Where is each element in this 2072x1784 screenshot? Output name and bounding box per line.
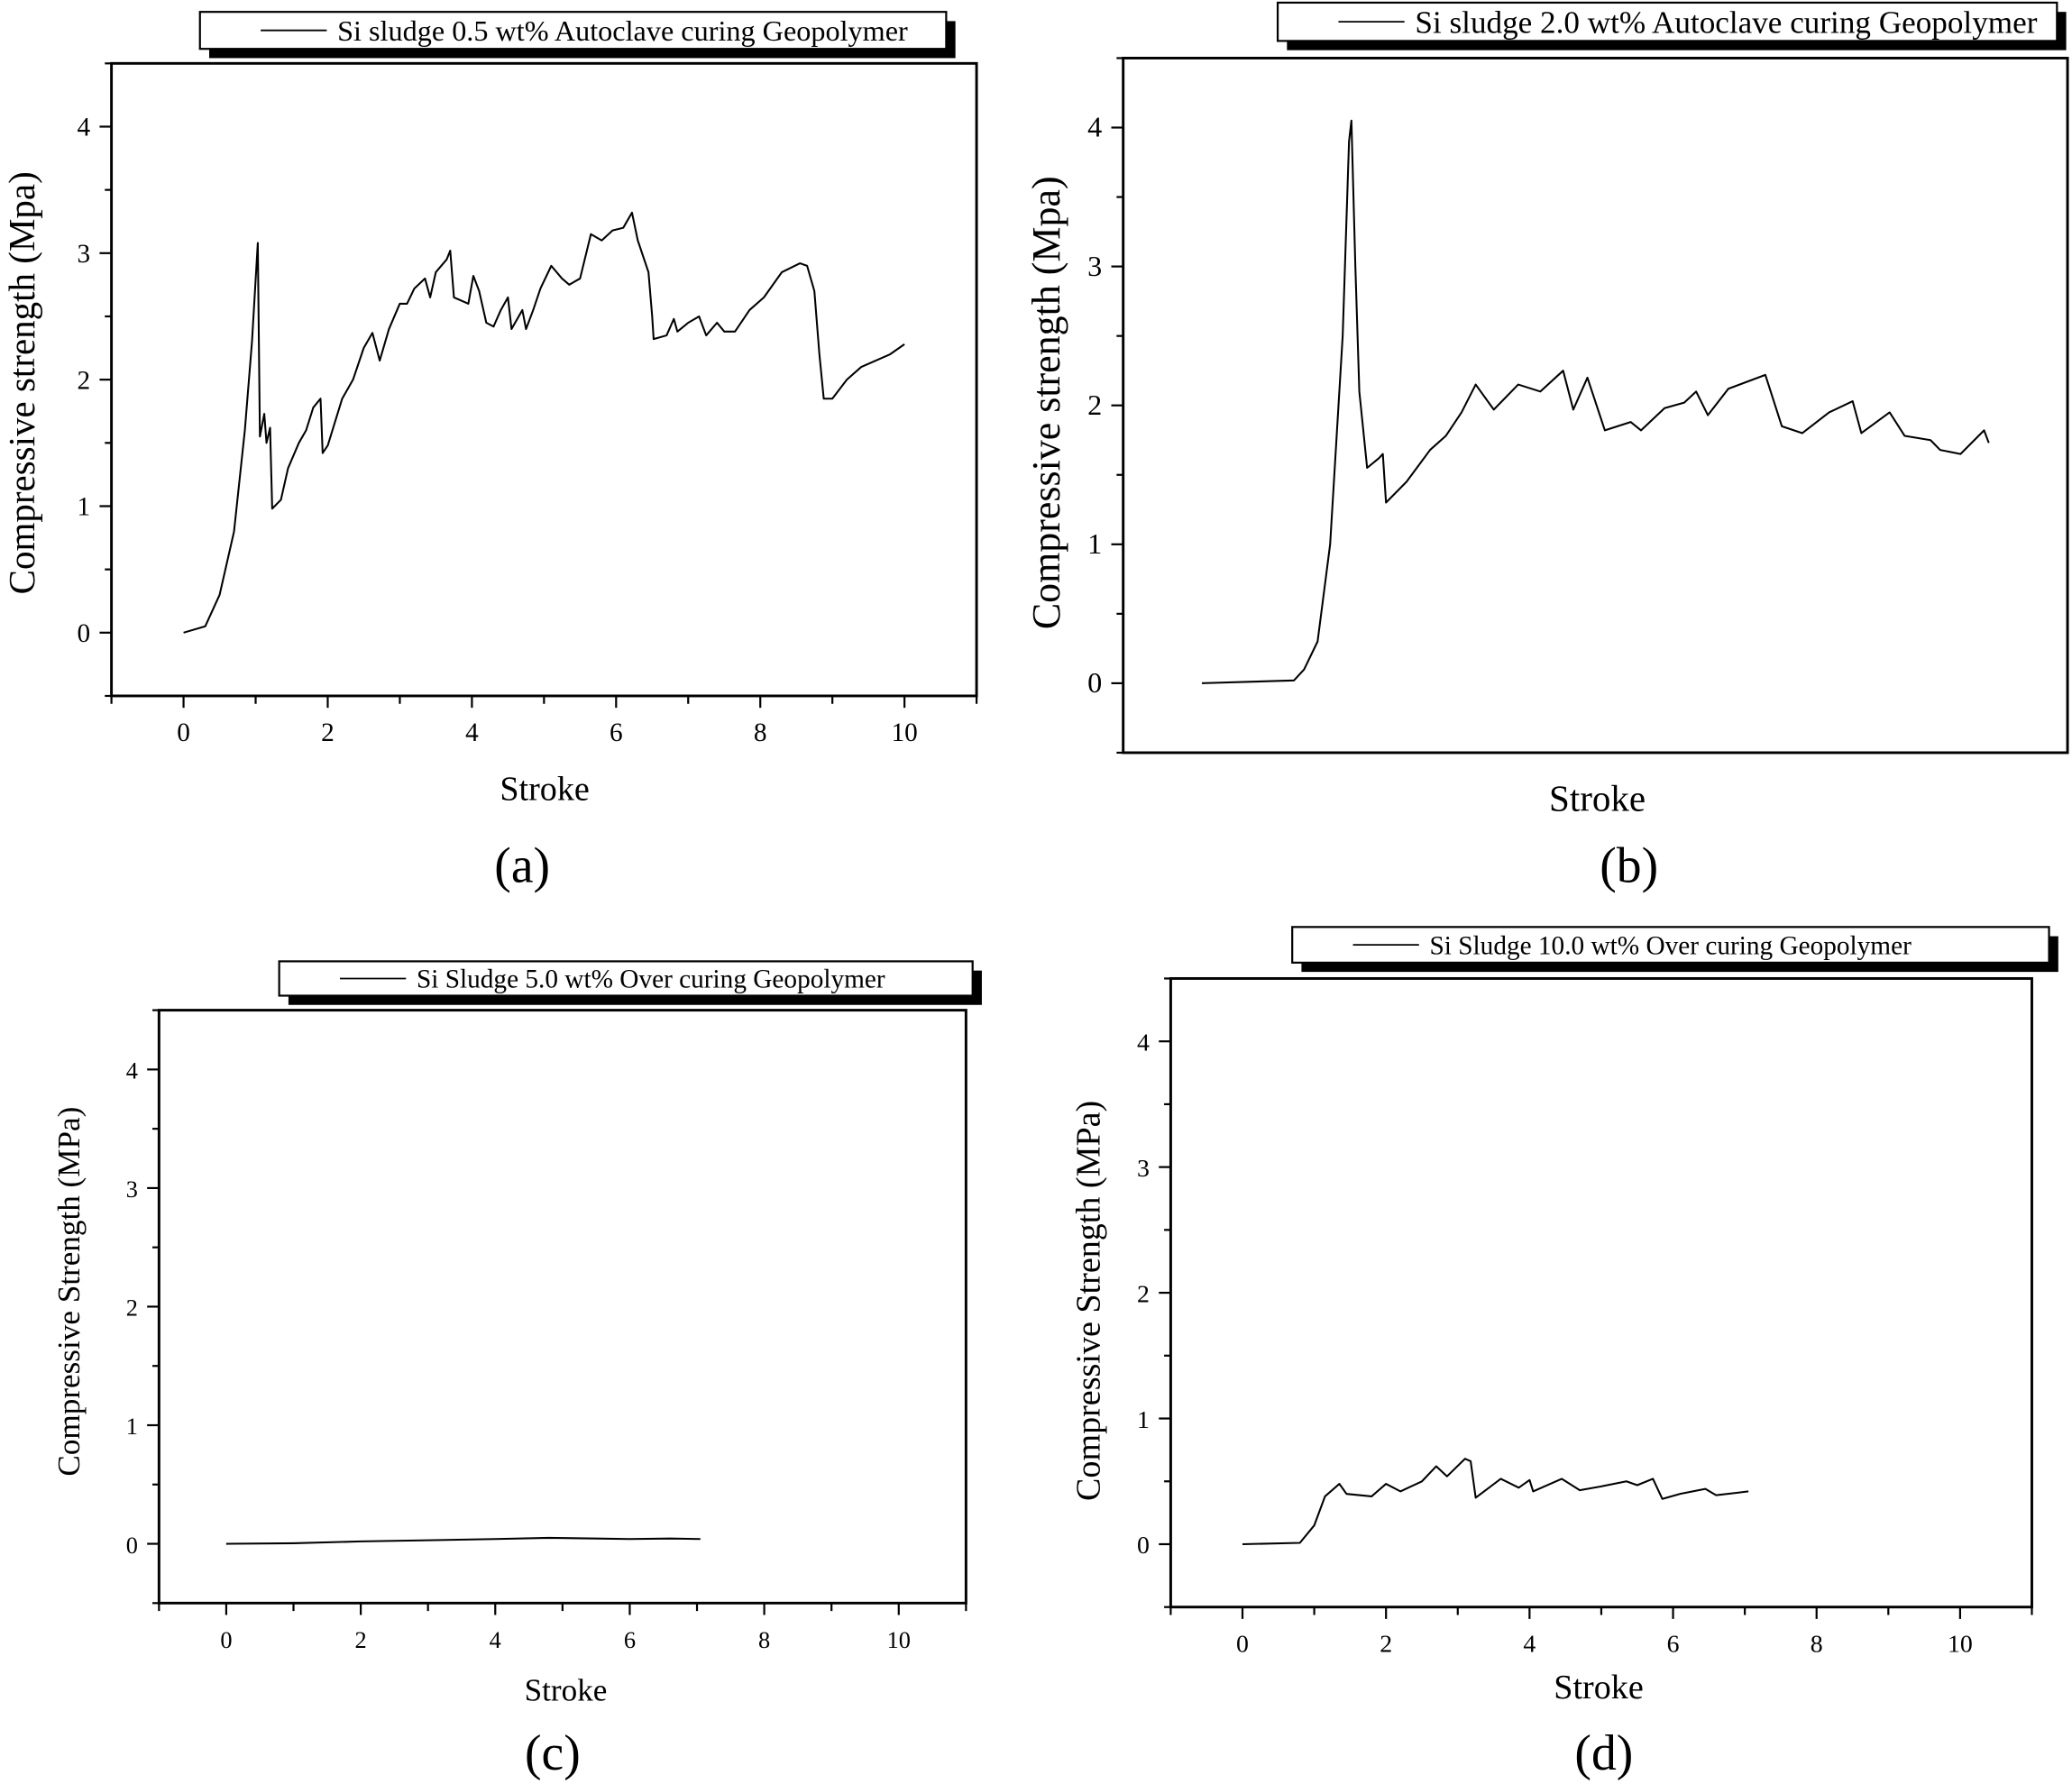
x-tick-label: 2	[321, 718, 335, 747]
x-tick-label: 0	[177, 718, 190, 747]
x-tick-label: 0	[220, 1627, 232, 1653]
chart-panel-a: 0 1 2 3 4 0 2 4 6 8 10 Si sludge 0.5 wt% Autoclave …	[1, 11, 978, 894]
x-tick-label: 2	[1380, 1631, 1392, 1659]
y-tick-label: 1	[1137, 1406, 1150, 1434]
x-tick-label: 2	[355, 1627, 367, 1653]
x-tick-label: 8	[1811, 1631, 1823, 1659]
x-tick-label: 6	[610, 718, 623, 747]
panel-label: (a)	[494, 838, 550, 894]
panel-label: (d)	[1574, 1725, 1633, 1781]
legend-label: Si Sludge 10.0 wt% Over curing Geopolyme…	[1430, 931, 1912, 960]
y-axis-label: Compressive strength (Mpa)	[1, 171, 42, 594]
data-series-line	[1201, 119, 1990, 684]
x-tick-label: 6	[1667, 1631, 1680, 1659]
y-tick-label: 0	[78, 619, 91, 648]
chart-panel-b: 0 1 2 3 4 Si sludge 2.0 wt% Autoclave curing …	[1024, 1, 2069, 894]
x-tick-label: 4	[1523, 1631, 1536, 1659]
x-tick-label: 8	[754, 718, 767, 747]
panel-label: (b)	[1600, 838, 1658, 894]
y-tick-label: 0	[1087, 666, 1102, 699]
y-axis-label: Compressive Strength (MPa)	[1070, 1101, 1108, 1501]
y-tick-label: 4	[126, 1058, 138, 1084]
y-tick-label: 2	[1087, 389, 1102, 421]
legend-box	[278, 960, 974, 997]
x-tick-label: 0	[1236, 1631, 1249, 1659]
legend-box	[1276, 1, 2058, 42]
y-tick-label: 2	[78, 366, 91, 395]
x-tick-label: 10	[1948, 1631, 1973, 1659]
y-tick-label: 1	[1087, 527, 1102, 560]
y-tick-label: 3	[78, 240, 91, 269]
plot-frame	[1122, 56, 2069, 755]
y-tick-label: 4	[1137, 1029, 1150, 1057]
x-axis-label: Stroke	[525, 1673, 608, 1708]
x-axis-label: Stroke	[1554, 1669, 1643, 1706]
x-tick-label: 10	[891, 718, 917, 747]
data-series-line	[225, 1536, 701, 1545]
y-tick-label: 2	[1137, 1280, 1150, 1308]
y-tick-label: 3	[1137, 1155, 1150, 1183]
x-tick-label: 6	[624, 1627, 636, 1653]
legend-label: Si sludge 2.0 wt% Autoclave curing Geopo…	[1415, 5, 2037, 40]
x-tick-label: 10	[887, 1627, 911, 1653]
y-tick-label: 3	[1087, 250, 1102, 282]
y-axis-label: Compressive Strength (MPa)	[51, 1107, 87, 1477]
y-tick-label: 4	[1087, 111, 1102, 143]
plot-frame	[1169, 976, 2033, 1609]
x-tick-label: 4	[465, 718, 479, 747]
y-axis-label: Compressive strength (Mpa)	[1024, 176, 1068, 629]
x-tick-label: 8	[758, 1627, 770, 1653]
chart-panel-d: 0 1 2 3 4 0 2 4 6 8 10 Si Sludge 10.0 wt% Over curi…	[1070, 926, 2058, 1781]
x-axis-label: Stroke	[1549, 777, 1646, 819]
y-tick-label: 3	[126, 1176, 138, 1203]
legend-label: Si sludge 0.5 wt% Autoclave curing Geopo…	[337, 14, 908, 47]
y-tick-label: 2	[126, 1295, 138, 1322]
y-tick-label: 1	[126, 1413, 138, 1440]
plot-frame	[157, 1009, 967, 1605]
legend-label: Si Sludge 5.0 wt% Over curing Geopolymer	[417, 965, 885, 994]
y-tick-label: 4	[78, 114, 91, 142]
data-series-line	[183, 211, 905, 634]
x-tick-label: 4	[490, 1627, 501, 1653]
data-series-line	[1242, 1458, 1749, 1546]
panel-label: (c)	[525, 1725, 581, 1781]
x-axis-label: Stroke	[500, 771, 589, 809]
y-tick-label: 0	[1137, 1532, 1150, 1560]
y-tick-label: 1	[78, 493, 91, 522]
chart-panel-c: 0 1 2 3 4 0 2 4 6 8 10 Si Sludge 5.0 wt% Over curin…	[51, 960, 982, 1781]
y-tick-label: 0	[126, 1532, 138, 1559]
